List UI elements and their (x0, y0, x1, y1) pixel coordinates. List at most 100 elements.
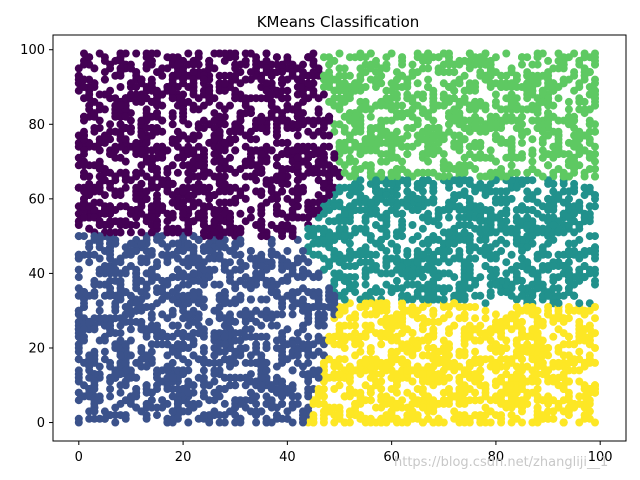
scatter-point (267, 90, 276, 99)
scatter-point (95, 183, 104, 192)
scatter-point (481, 224, 490, 233)
scatter-point (424, 83, 433, 91)
scatter-point (351, 273, 360, 282)
scatter-point (533, 254, 542, 263)
scatter-point (382, 64, 391, 73)
scatter-point (184, 310, 193, 319)
scatter-point (445, 258, 453, 267)
scatter-point (163, 243, 172, 252)
scatter-point (544, 310, 553, 319)
scatter-point (585, 120, 594, 129)
scatter-point (366, 258, 375, 267)
scatter-point (267, 321, 276, 330)
scatter-point (445, 329, 453, 338)
scatter-point (528, 303, 537, 311)
scatter-point (309, 131, 318, 140)
scatter-point (413, 362, 422, 371)
scatter-point (377, 269, 386, 278)
scatter-point (173, 284, 182, 293)
scatter-point (304, 53, 313, 62)
scatter-point (564, 377, 573, 386)
scatter-point (512, 340, 521, 349)
scatter-point (142, 403, 151, 412)
scatter-point (116, 284, 125, 293)
scatter-point (340, 209, 349, 218)
scatter-point (231, 418, 240, 427)
scatter-point (591, 94, 599, 103)
scatter-point (106, 329, 115, 338)
scatter-point (210, 157, 219, 166)
scatter-point (267, 194, 276, 203)
scatter-point (418, 351, 427, 360)
scatter-point (382, 258, 391, 267)
scatter-point (126, 317, 135, 326)
scatter-point (491, 265, 500, 274)
scatter-point (168, 161, 177, 170)
scatter-point (283, 262, 292, 270)
scatter-point (413, 168, 422, 177)
scatter-point (512, 414, 521, 423)
scatter-point (366, 288, 375, 297)
scatter-point (325, 191, 334, 200)
scatter-point (111, 418, 120, 427)
scatter-point (319, 418, 328, 427)
scatter-point (570, 153, 579, 162)
scatter-point (210, 209, 219, 218)
scatter-point (142, 411, 151, 420)
scatter-point (408, 303, 417, 311)
scatter-point (90, 127, 99, 136)
scatter-point (147, 396, 156, 405)
scatter-point (158, 101, 167, 110)
scatter-point (591, 329, 599, 338)
scatter-point (80, 60, 88, 69)
scatter-point (95, 299, 104, 308)
scatter-point (132, 276, 141, 285)
scatter-point (116, 336, 125, 345)
scatter-point (335, 79, 344, 88)
scatter-point (356, 247, 365, 255)
scatter-point (100, 138, 109, 147)
scatter-point (559, 179, 568, 188)
scatter-point (460, 396, 469, 405)
scatter-point (445, 344, 453, 352)
scatter-point (106, 217, 115, 226)
scatter-point (502, 172, 511, 181)
scatter-point (95, 146, 104, 155)
scatter-point (424, 295, 433, 304)
scatter-point (137, 258, 146, 267)
scatter-point (575, 105, 584, 114)
scatter-point (335, 101, 344, 110)
scatter-point (153, 221, 161, 229)
scatter-point (231, 71, 240, 80)
scatter-point (471, 280, 480, 289)
scatter-point (340, 288, 349, 297)
scatter-point (231, 336, 240, 345)
scatter-point (272, 138, 281, 147)
scatter-point (262, 344, 271, 352)
scatter-point (554, 138, 563, 147)
scatter-point (267, 258, 276, 267)
scatter-point (481, 101, 490, 110)
scatter-point (591, 60, 599, 69)
scatter-point (533, 403, 542, 412)
scatter-point (361, 161, 370, 170)
scatter-point (408, 310, 417, 319)
scatter-point (486, 418, 495, 427)
scatter-point (179, 247, 188, 255)
scatter-point (168, 332, 177, 341)
scatter-point (570, 116, 579, 125)
scatter-point (189, 276, 198, 285)
scatter-point (314, 366, 323, 375)
scatter-point (564, 138, 573, 147)
scatter-point (325, 112, 334, 121)
scatter-point (424, 217, 433, 226)
scatter-point (366, 198, 375, 207)
scatter-point (111, 142, 120, 151)
scatter-point (319, 310, 328, 319)
scatter-point (100, 68, 109, 77)
scatter-point (210, 150, 219, 159)
scatter-point (194, 373, 203, 382)
scatter-point (215, 358, 224, 367)
scatter-point (278, 228, 287, 237)
